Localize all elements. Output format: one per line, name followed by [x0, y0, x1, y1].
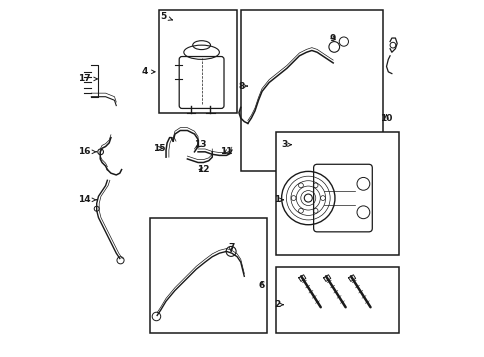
Text: 13: 13	[193, 140, 206, 149]
Text: 16: 16	[78, 147, 96, 156]
Text: 4: 4	[141, 67, 155, 76]
Text: 14: 14	[78, 195, 96, 204]
Text: 10: 10	[379, 114, 392, 122]
Text: 5: 5	[160, 12, 172, 21]
Text: 1: 1	[273, 195, 283, 204]
Text: 2: 2	[273, 300, 283, 309]
Text: 12: 12	[197, 165, 209, 174]
Text: 3: 3	[281, 140, 290, 149]
Bar	[276, 267, 398, 333]
Bar	[150, 218, 267, 333]
Text: 6: 6	[258, 281, 265, 290]
Bar	[240, 10, 382, 171]
Bar	[159, 10, 237, 113]
Text: 9: 9	[329, 34, 336, 42]
Text: 8: 8	[238, 81, 247, 91]
Text: 11: 11	[220, 147, 232, 156]
Text: 17: 17	[78, 74, 97, 84]
Text: 7: 7	[227, 243, 234, 252]
Bar	[276, 132, 398, 255]
Text: 15: 15	[152, 144, 165, 153]
